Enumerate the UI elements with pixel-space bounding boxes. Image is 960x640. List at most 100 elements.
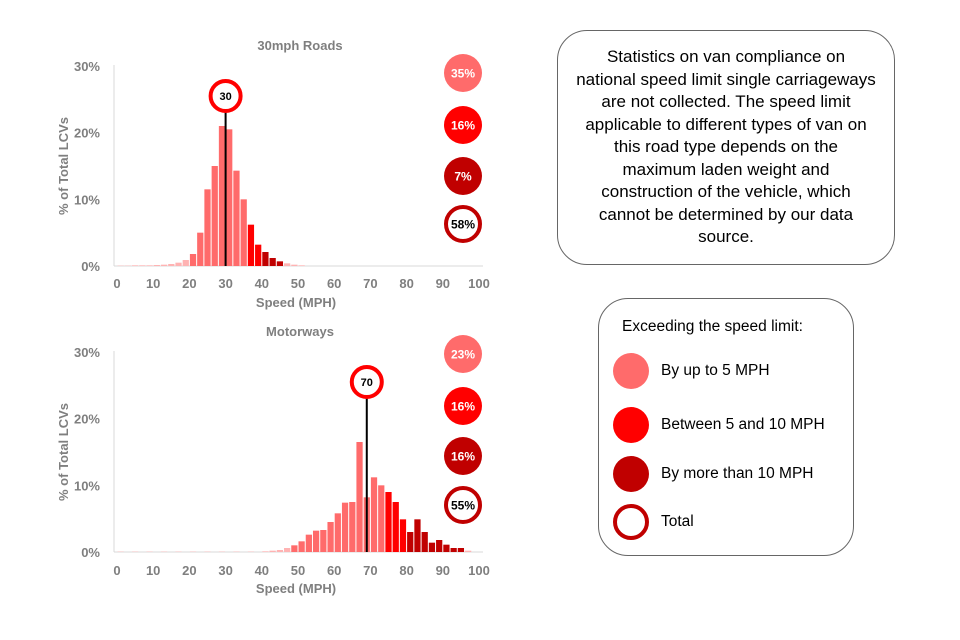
x-axis-label: Speed (MPH) <box>256 295 336 310</box>
histogram-bar <box>291 545 298 552</box>
x-tick-label: 70 <box>363 276 377 291</box>
histogram-bar <box>298 265 305 266</box>
x-axis-label: Speed (MPH) <box>256 581 336 596</box>
y-tick-label: 20% <box>74 126 100 141</box>
histogram-bar <box>385 492 392 552</box>
x-tick-label: 80 <box>399 276 413 291</box>
histogram-bar <box>197 232 204 266</box>
badge-light <box>444 335 482 373</box>
histogram-bar <box>131 265 139 266</box>
x-tick-label: 60 <box>327 276 341 291</box>
badge-light <box>444 54 482 92</box>
legend-label: By more than 10 MPH <box>661 465 814 482</box>
histogram-bar <box>189 254 197 266</box>
histogram-bar <box>175 262 182 266</box>
legend-box: Exceeding the speed limit: By up to 5 MP… <box>598 298 854 556</box>
histogram-bar <box>255 244 262 266</box>
badge-label: 7% <box>454 170 472 184</box>
histogram-bar <box>269 550 276 552</box>
histogram-bar <box>341 502 349 552</box>
x-tick-label: 60 <box>327 563 341 578</box>
histogram-bar <box>139 265 146 266</box>
note-box: Statistics on van compliance on national… <box>557 30 895 265</box>
legend-swatch-light <box>613 353 649 389</box>
x-tick-label: 90 <box>436 563 450 578</box>
histogram-bar <box>370 477 378 552</box>
histogram-bar <box>240 199 247 266</box>
badge-mid <box>444 387 482 425</box>
histogram-bar <box>320 530 327 552</box>
histogram-bar <box>407 532 414 552</box>
speed-limit-sign <box>349 365 384 399</box>
badge-label: 16% <box>451 119 475 133</box>
histogram-bar <box>211 166 218 266</box>
legend-label: Total <box>661 513 694 530</box>
x-tick-label: 0 <box>113 563 120 578</box>
histogram-bar <box>428 542 436 552</box>
badge-total <box>444 486 482 524</box>
x-tick-label: 40 <box>255 563 269 578</box>
badge-label: 23% <box>451 348 475 362</box>
histogram-bar <box>414 519 421 552</box>
badge-mid <box>444 106 482 144</box>
y-tick-label: 30% <box>74 345 100 360</box>
histogram-bar <box>233 170 240 266</box>
histogram-bar <box>450 548 457 552</box>
histogram-bar <box>284 548 291 552</box>
histogram-bar <box>247 224 255 266</box>
x-tick-label: 50 <box>291 276 305 291</box>
histogram-bar <box>160 264 168 266</box>
histogram-bar <box>465 550 472 552</box>
legend-item-mid: Between 5 and 10 MPH <box>613 405 825 445</box>
histogram-bar <box>153 265 160 266</box>
charts-area: 30mph Roads 0% 10% 20% 30% 0 10 20 30 40 50 60 70 80 9… <box>56 38 490 596</box>
x-tick-label: 70 <box>363 563 377 578</box>
badge-label: 16% <box>451 400 475 414</box>
histogram-bar <box>218 126 226 266</box>
y-axis-label: % of Total LCVs <box>56 403 71 501</box>
histogram-bar <box>276 550 284 552</box>
x-tick-label: 30 <box>218 276 232 291</box>
y-tick-label: 30% <box>74 59 100 74</box>
legend-title: Exceeding the speed limit: <box>622 318 803 335</box>
y-axis-label: % of Total LCVs <box>56 117 71 215</box>
legend-swatch-mid <box>613 407 649 443</box>
histogram-bar <box>349 502 356 552</box>
chart-title: 30mph Roads <box>257 38 342 53</box>
y-tick-label: 10% <box>74 192 100 207</box>
histogram-bar <box>276 261 284 266</box>
x-tick-label: 90 <box>436 276 450 291</box>
histogram-bar <box>436 540 443 552</box>
histogram-bar <box>168 264 175 266</box>
y-tick-label: 10% <box>74 478 100 493</box>
speed-limit-sign <box>208 79 243 113</box>
legend-item-dark: By more than 10 MPH <box>613 454 813 494</box>
legend-swatch-dark <box>613 456 649 492</box>
histogram-bar <box>204 189 211 266</box>
x-tick-label: 10 <box>146 276 160 291</box>
badge-label: 35% <box>451 67 475 81</box>
x-tick-label: 30 <box>218 563 232 578</box>
badge-total <box>444 205 482 243</box>
speed-limit-sign-label: 70 <box>361 377 373 389</box>
x-tick-label: 100 <box>468 276 490 291</box>
histogram-bar <box>378 485 385 552</box>
histogram-bar <box>182 260 189 266</box>
legend-swatch-total <box>613 504 649 540</box>
histogram-bar <box>457 548 465 552</box>
histogram-bar <box>356 442 363 552</box>
histogram-bar <box>327 522 334 552</box>
badge-label: 16% <box>451 450 475 464</box>
badge-label: 55% <box>451 499 475 513</box>
histogram-bar <box>262 252 269 266</box>
legend-label: By up to 5 MPH <box>661 362 770 379</box>
x-tick-label: 0 <box>113 276 120 291</box>
y-tick-label: 0% <box>81 259 100 274</box>
histogram-bar <box>146 265 153 266</box>
histogram-bar <box>262 551 269 552</box>
histogram-bar <box>298 541 305 552</box>
x-tick-label: 50 <box>291 563 305 578</box>
histogram-bar <box>291 264 298 266</box>
y-tick-label: 20% <box>74 412 100 427</box>
badge-dark <box>444 437 482 475</box>
